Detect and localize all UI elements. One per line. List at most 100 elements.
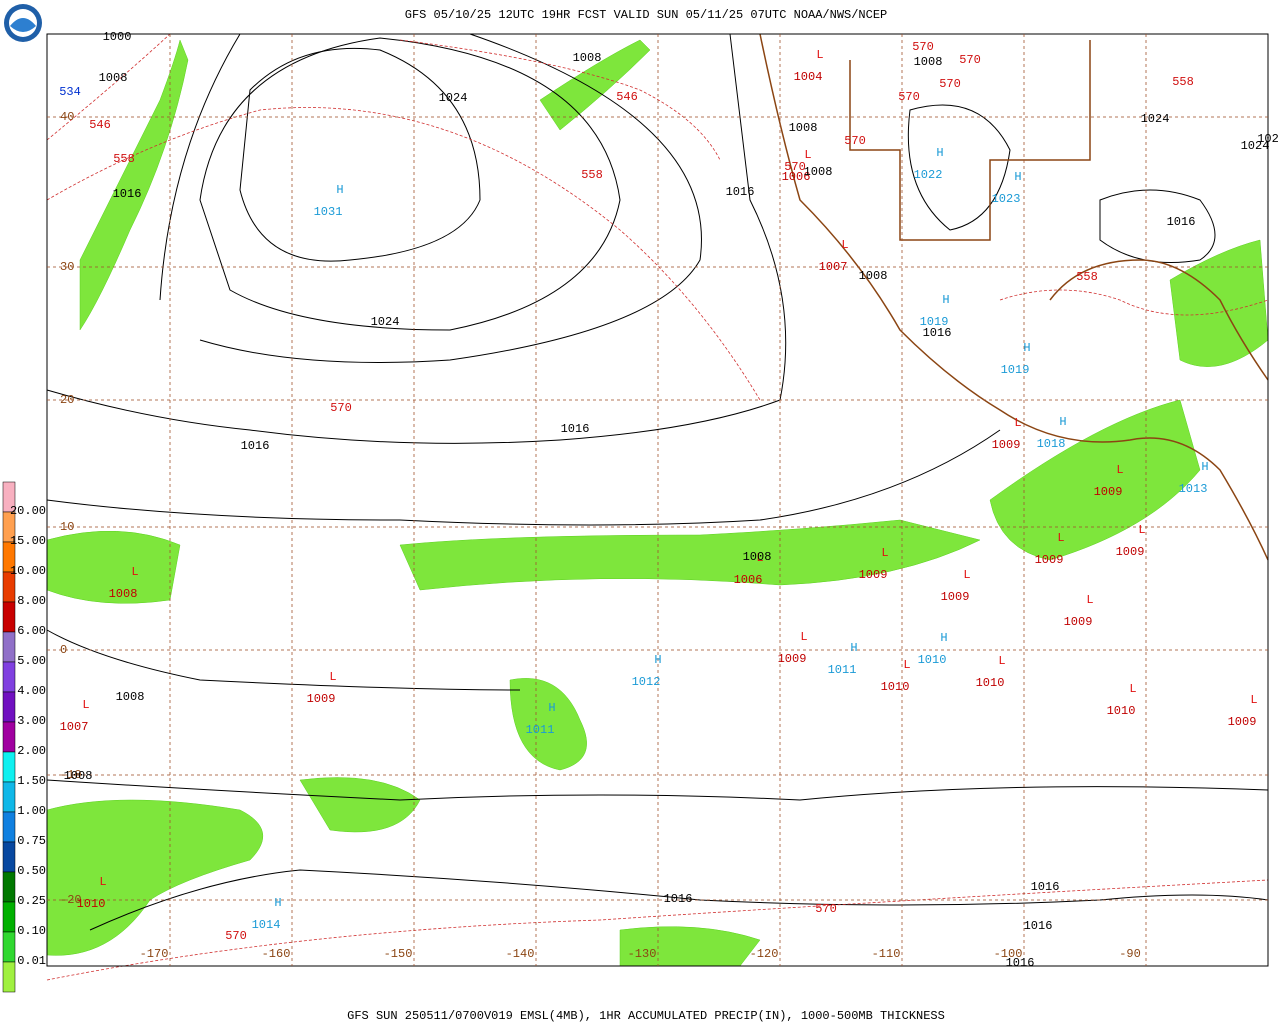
isobar-label: 1008	[914, 55, 943, 69]
coastlines	[759, 33, 1269, 561]
legend-label: 15.00	[10, 534, 46, 548]
isobars	[46, 33, 1269, 931]
isobar-label: 1016	[923, 326, 952, 340]
center-pressure: 1009	[1116, 545, 1145, 559]
center-symbol: H	[1014, 170, 1021, 184]
lon-label: -100	[994, 947, 1023, 961]
center-symbol: L	[1138, 523, 1145, 537]
center-pressure: 1018	[1037, 437, 1066, 451]
isobar-label: 1008	[804, 165, 833, 179]
legend-label: 0.25	[17, 894, 46, 908]
center-pressure: 1011	[828, 663, 857, 677]
legend-swatch	[2, 841, 16, 873]
center-symbol: L	[1057, 531, 1064, 545]
center-pressure: 1010	[881, 680, 910, 694]
center-pressure: 1010	[918, 653, 947, 667]
isobar-label: 1016	[1024, 919, 1053, 933]
center-symbol: L	[131, 565, 138, 579]
logo	[4, 4, 42, 42]
isobar-label: 1008	[116, 690, 145, 704]
center-symbol: L	[1129, 682, 1136, 696]
legend-label: 20.00	[10, 504, 46, 518]
center-pressure: 1010	[1107, 704, 1136, 718]
center-symbol: L	[816, 48, 823, 62]
center-symbol: L	[756, 551, 763, 565]
center-symbol: L	[998, 654, 1005, 668]
legend-label: 1.00	[17, 804, 46, 818]
center-pressure: 1006	[782, 170, 811, 184]
legend-swatch	[2, 811, 16, 843]
thickness-label: 558	[581, 168, 603, 182]
center-symbol: L	[329, 670, 336, 684]
center-symbol: H	[940, 631, 947, 645]
legend-swatch	[2, 661, 16, 693]
isobar-label: 1016	[241, 439, 270, 453]
isobar-label: 1008	[99, 71, 128, 85]
isobar-label: 1016	[1031, 880, 1060, 894]
isobar-label: 1024	[1141, 112, 1170, 126]
lon-label: -160	[262, 947, 291, 961]
legend-swatch	[2, 871, 16, 903]
isobar-label: 1008	[859, 269, 888, 283]
center-pressure: 1009	[778, 652, 807, 666]
center-pressure: 1007	[60, 720, 89, 734]
center-symbol: L	[1086, 593, 1093, 607]
center-pressure: 1010	[77, 897, 106, 911]
isobar-label: 1008	[64, 769, 93, 783]
center-symbol: L	[99, 875, 106, 889]
thickness-label: 570	[898, 90, 920, 104]
legend-label: 0.10	[17, 924, 46, 938]
thickness-label: 570	[784, 160, 806, 174]
legend-label: 10.00	[10, 564, 46, 578]
lat-label: -20	[60, 893, 82, 907]
lat-label: 30	[60, 260, 74, 274]
lat-label: -10	[60, 768, 82, 782]
center-symbol: L	[800, 630, 807, 644]
center-pressure: 1013	[1179, 482, 1208, 496]
legend-label: 1.50	[17, 774, 46, 788]
center-symbol: H	[1201, 460, 1208, 474]
center-pressure: 1006	[734, 573, 763, 587]
lat-label: 0	[60, 643, 67, 657]
thickness-lines	[46, 33, 1269, 981]
isobar-label: 1008	[789, 121, 818, 135]
center-pressure: 1019	[920, 315, 949, 329]
lon-label: -90	[1119, 947, 1141, 961]
thickness-label: 570	[844, 134, 866, 148]
center-symbol: H	[274, 896, 281, 910]
lat-label: 40	[60, 110, 74, 124]
center-symbol: H	[850, 641, 857, 655]
center-symbol: L	[804, 148, 811, 162]
legend-label: 6.00	[17, 624, 46, 638]
center-pressure: 1009	[992, 438, 1021, 452]
thickness-label: 558	[113, 152, 135, 166]
center-symbol: H	[654, 653, 661, 667]
isobar-label: 1016	[664, 892, 693, 906]
legend-swatch	[2, 751, 16, 783]
legend-label: 5.00	[17, 654, 46, 668]
thickness-label: 546	[616, 90, 638, 104]
thickness-label: 546	[89, 118, 111, 132]
legend-swatch	[2, 781, 16, 813]
center-symbol: L	[1116, 463, 1123, 477]
footer: GFS SUN 250511/0700V019 EMSL(4MB), 1HR A…	[347, 1009, 945, 1023]
center-symbol: L	[881, 546, 888, 560]
isobar-label: 1016	[561, 422, 590, 436]
center-pressure: 1011	[526, 723, 555, 737]
isobar-label: 1008	[573, 51, 602, 65]
center-pressure: 1012	[632, 675, 661, 689]
isobar-label: 1016	[113, 187, 142, 201]
legend-label: 8.00	[17, 594, 46, 608]
legend-label: 0.75	[17, 834, 46, 848]
center-symbol: L	[903, 658, 910, 672]
center-pressure: 1009	[1035, 553, 1064, 567]
legend-swatch	[2, 631, 16, 663]
center-symbol: L	[841, 238, 848, 252]
center-pressure: 1009	[859, 568, 888, 582]
center-pressure: 1004	[794, 70, 823, 84]
lon-label: -130	[628, 947, 657, 961]
center-pressure: 1007	[819, 260, 848, 274]
legend-swatch	[2, 931, 16, 963]
center-pressure: 1031	[314, 205, 343, 219]
